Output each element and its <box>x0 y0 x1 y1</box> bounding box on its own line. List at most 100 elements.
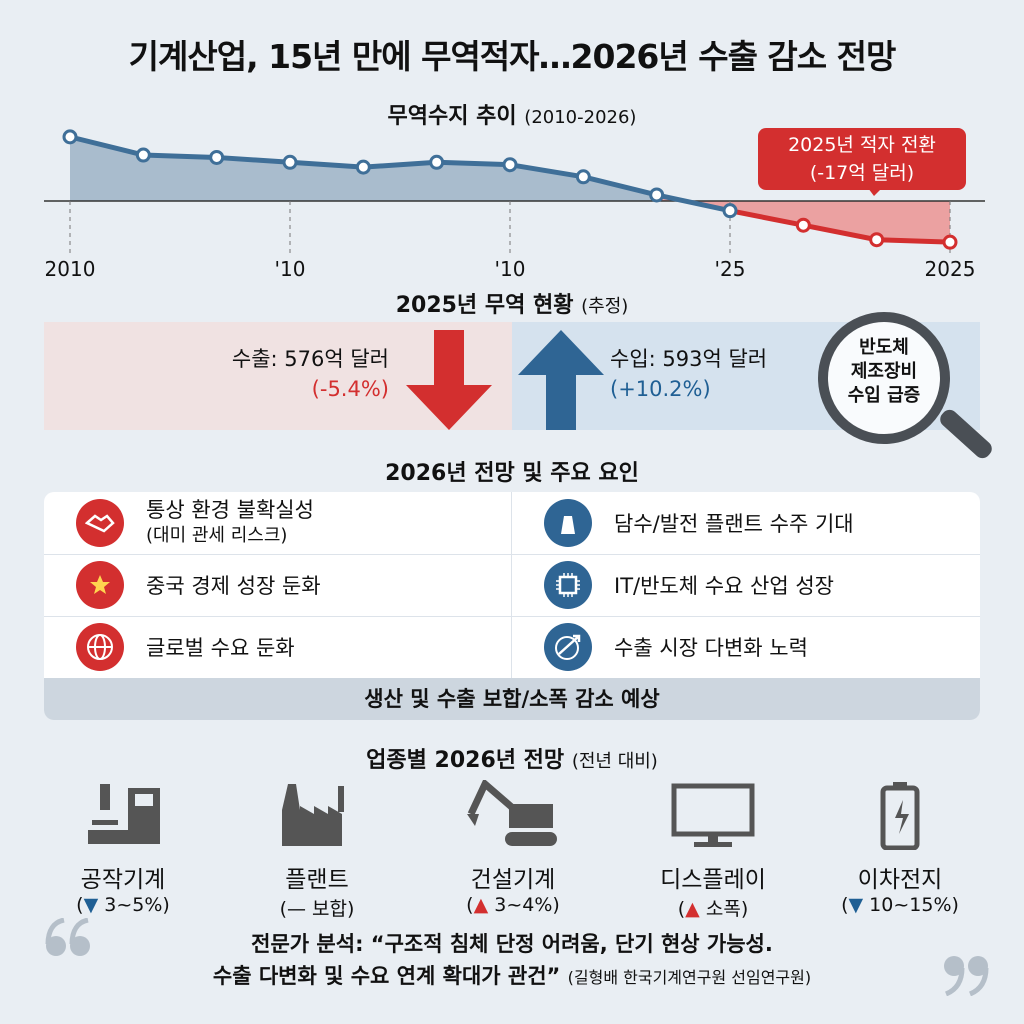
monitor-icon <box>671 783 755 847</box>
factor-global-demand: 글로벌 수요 둔화 <box>76 616 295 678</box>
sector-title-text: 업종별 2026년 전망 <box>366 748 565 773</box>
trade-title-note: (추정) <box>581 296 629 317</box>
row-divider <box>44 616 980 617</box>
power-plant-icon <box>544 499 592 547</box>
export-change: (-5.4%) <box>311 377 389 401</box>
sector-value: (▼ 10~15%) <box>841 894 959 916</box>
chart-subtitle: (2010-2026) <box>524 107 637 128</box>
sector-construction-machinery: 건설기계 (▲ 3~4%) <box>428 778 598 916</box>
down-triangle-icon: ▼ <box>83 894 99 916</box>
data-point <box>355 159 371 175</box>
expert-quote: 전문가 분석: “구조적 침체 단정 어려움, 단기 현상 가능성. 수출 다변… <box>0 928 1024 994</box>
import-change: (+10.2%) <box>610 377 711 401</box>
sector-display: 디스플레이 (▲ 소폭) <box>628 780 798 921</box>
sector-value: (— 보합) <box>279 898 355 920</box>
chip-icon <box>544 561 592 609</box>
chart-title: 무역수지 추이 (2010-2026) <box>0 98 1024 130</box>
up-triangle-icon: ▲ <box>685 898 700 920</box>
data-point <box>722 203 738 219</box>
x-tick-label: '10 <box>495 257 526 281</box>
sector-name: 건설기계 <box>470 867 556 893</box>
callout-line2: (-17억 달러) <box>809 162 915 184</box>
import-text: 수입: 593억 달러 (+10.2%) <box>610 344 767 404</box>
cnc-machine-icon <box>88 784 160 844</box>
import-value: 수입: 593억 달러 <box>610 347 768 371</box>
sector-title: 업종별 2026년 전망 (전년 대비) <box>0 742 1024 774</box>
open-quote-icon <box>45 918 90 956</box>
sector-title-note: (전년 대비) <box>571 751 658 772</box>
quote-source: (길형배 한국기계연구원 선임연구원) <box>567 968 812 987</box>
x-tick-label: 2010 <box>45 257 96 281</box>
data-point <box>282 154 298 170</box>
factory-icon <box>282 784 344 846</box>
sector-name: 플랜트 <box>285 867 349 893</box>
sector-machine-tools: 공작기계 (▼ 3~5%) <box>38 780 208 916</box>
page-title: 기계산업, 15년 만에 무역적자…2026년 수출 감소 전망 <box>128 37 897 76</box>
data-point <box>942 234 958 250</box>
data-point <box>502 157 518 173</box>
down-triangle-icon: ▼ <box>848 894 864 916</box>
data-point <box>209 149 225 165</box>
sector-value-text: 3~5% <box>104 894 163 916</box>
data-point <box>135 147 151 163</box>
trade-title-text: 2025년 무역 현황 <box>395 293 574 318</box>
data-point <box>575 169 591 185</box>
column-divider <box>511 492 512 678</box>
data-point <box>429 154 445 170</box>
trade-balance-line <box>69 134 731 214</box>
close-quote-icon <box>944 956 989 996</box>
factor-market-diversification: 수출 시장 다변화 노력 <box>544 616 808 678</box>
sector-name: 공작기계 <box>80 867 166 893</box>
quote-line1: 전문가 분석: “구조적 침체 단정 어려움, 단기 현상 가능성. <box>251 932 773 956</box>
export-value: 수출: 576억 달러 <box>231 347 389 371</box>
sector-value: (▲ 3~4%) <box>466 894 560 916</box>
sector-secondary-battery: 이차전지 (▼ 10~15%) <box>815 780 985 916</box>
callout-line1: 2025년 적자 전환 <box>788 134 936 156</box>
sector-name: 디스플레이 <box>660 867 766 893</box>
data-point <box>795 217 811 233</box>
factor-plant-orders: 담수/발전 플랜트 수주 기대 <box>544 492 854 554</box>
sector-name: 이차전지 <box>857 867 943 893</box>
outlook-factors-panel: 통상 환경 불확실성 (대미 관세 리스크) 중국 경제 성장 둔화 글로벌 수요… <box>44 492 980 720</box>
x-tick-label: '25 <box>715 257 746 281</box>
factor-sub: (대미 관세 리스크) <box>146 525 288 546</box>
excavator-icon <box>467 778 557 846</box>
outlook-title: 2026년 전망 및 주요 요인 <box>385 461 639 486</box>
globe-icon <box>76 623 124 671</box>
x-tick-label: 2025 <box>925 257 976 281</box>
sector-value-text: 보합 <box>312 898 347 920</box>
trade-balance-line-chart: 2010 '10 '10 '25 2025 <box>44 129 985 281</box>
factor-label: 통상 환경 불확실성 <box>146 498 314 522</box>
trade-status-title: 2025년 무역 현황 (추정) <box>0 287 1024 319</box>
magnifier-line1: 반도체 <box>859 337 909 358</box>
up-triangle-icon: ▲ <box>473 894 489 916</box>
data-point <box>649 187 665 203</box>
factor-label: 담수/발전 플랜트 수주 기대 <box>614 512 854 536</box>
factor-label: 중국 경제 성장 둔화 <box>146 574 321 598</box>
battery-icon <box>880 782 920 851</box>
x-tick-label: '10 <box>275 257 306 281</box>
china-flag-icon <box>76 561 124 609</box>
factor-trade-uncertainty: 통상 환경 불확실성 (대미 관세 리스크) <box>76 492 314 554</box>
magnifier-line2: 제조장비 <box>850 361 918 382</box>
sector-value: (▼ 3~5%) <box>76 894 170 916</box>
outlook-summary-bar: 생산 및 수출 보합/소폭 감소 예상 <box>44 678 980 720</box>
chart-title-text: 무역수지 추이 <box>387 104 517 129</box>
data-point <box>869 232 885 248</box>
factor-label: 글로벌 수요 둔화 <box>146 636 295 660</box>
deficit-line <box>729 208 951 245</box>
export-text: 수출: 576억 달러 (-5.4%) <box>84 344 389 404</box>
quote-line2: 수출 다변화 및 수요 연계 확대가 관건” <box>212 964 561 988</box>
factor-label: IT/반도체 수요 산업 성장 <box>614 574 835 598</box>
magnifier-line3: 수입 급증 <box>847 385 921 406</box>
sector-value-text: 소폭 <box>705 898 741 920</box>
sector-value-text: 3~4% <box>494 894 553 916</box>
factor-label: 수출 시장 다변화 노력 <box>614 636 808 660</box>
factor-china-slowdown: 중국 경제 성장 둔화 <box>76 554 321 616</box>
export-panel: 수출: 576억 달러 (-5.4%) <box>44 322 512 430</box>
deficit-callout: 2025년 적자 전환 (-17억 달러) <box>758 128 966 196</box>
sector-value: (▲ 소폭) <box>677 898 749 920</box>
dash-icon: — <box>286 898 306 920</box>
sector-plant: 플랜트 (— 보합) <box>232 780 402 921</box>
